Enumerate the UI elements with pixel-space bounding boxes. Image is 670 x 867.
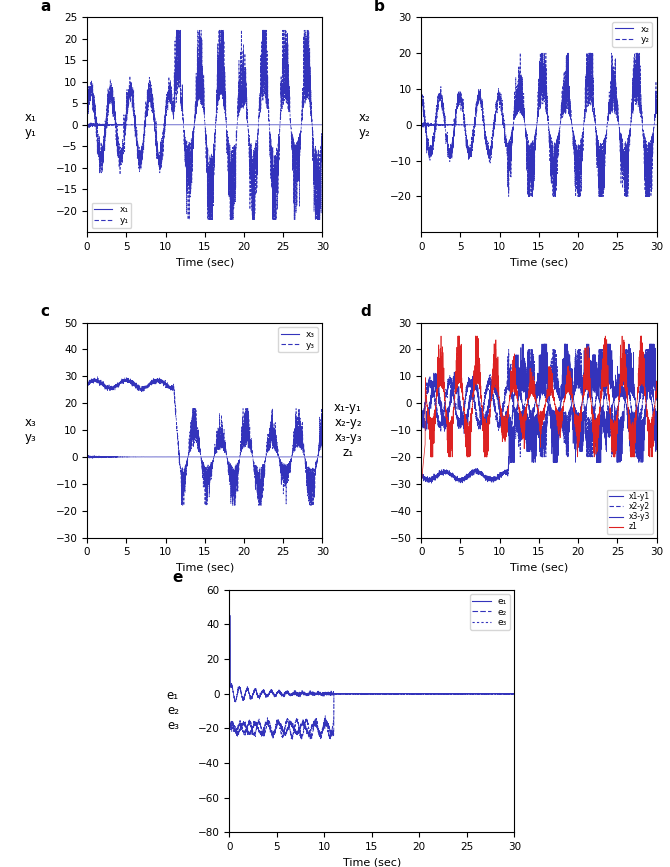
X-axis label: Time (sec): Time (sec) [343,857,401,867]
X-axis label: Time (sec): Time (sec) [510,563,568,573]
Text: b: b [375,0,385,14]
Text: c: c [40,304,49,319]
Y-axis label: x₁-y₁
x₂-y₂
x₃-y₃
z₁: x₁-y₁ x₂-y₂ x₃-y₃ z₁ [334,401,362,459]
Legend: x1-y1, x2-y2, x3-y3, z1: x1-y1, x2-y2, x3-y3, z1 [607,490,653,534]
Legend: x₁, y₁: x₁, y₁ [92,203,131,228]
Text: e: e [173,570,183,585]
Text: a: a [40,0,50,14]
Text: d: d [360,304,371,319]
X-axis label: Time (sec): Time (sec) [510,257,568,268]
Legend: x₃, y₃: x₃, y₃ [278,327,318,352]
Legend: e₁, e₂, e₃: e₁, e₂, e₃ [470,594,510,630]
Legend: x₂, y₂: x₂, y₂ [612,22,652,47]
Y-axis label: x₁
y₁: x₁ y₁ [24,111,36,139]
X-axis label: Time (sec): Time (sec) [176,563,234,573]
Y-axis label: x₂
y₂: x₂ y₂ [359,111,371,139]
X-axis label: Time (sec): Time (sec) [176,257,234,268]
Y-axis label: e₁
e₂
e₃: e₁ e₂ e₃ [167,689,179,733]
Y-axis label: x₃
y₃: x₃ y₃ [25,416,36,444]
